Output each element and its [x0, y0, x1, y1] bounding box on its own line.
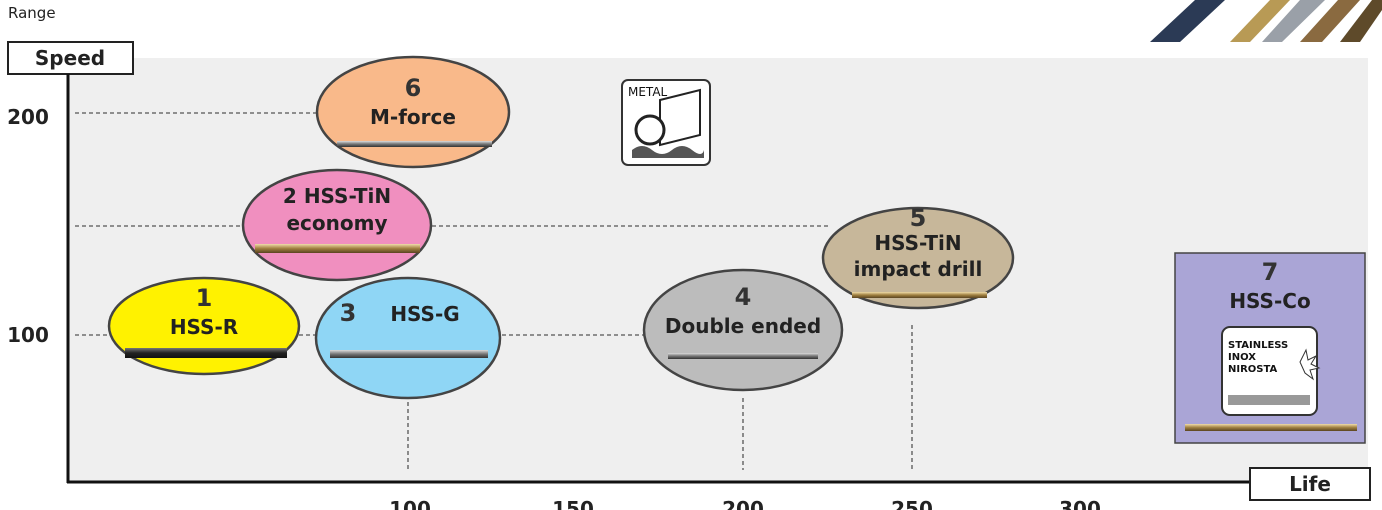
- drill-image: [852, 292, 987, 298]
- drill-image: [125, 348, 287, 358]
- y-axis-label: Speed: [35, 46, 105, 70]
- x-tick-label: 100: [389, 497, 431, 510]
- item-number: 1: [196, 284, 213, 312]
- item-label: HSS-TiN: [874, 231, 961, 255]
- item-number: 7: [1262, 258, 1279, 286]
- item-number: 6: [405, 74, 422, 102]
- range-label: Range: [8, 4, 56, 22]
- x-axis-label: Life: [1289, 472, 1331, 496]
- item-label: Double ended: [665, 314, 821, 338]
- item-number: 3: [340, 299, 357, 327]
- x-tick-label: 250: [891, 497, 933, 510]
- item-label: impact drill: [854, 257, 983, 281]
- drill-image: [1185, 424, 1357, 431]
- y-tick-label: 100: [7, 323, 49, 347]
- item-number: 5: [910, 204, 927, 232]
- item-label: economy: [286, 211, 387, 235]
- item-number: 2: [283, 184, 297, 208]
- x-tick-label: 150: [552, 497, 594, 510]
- item-label: 2 HSS-TiN: [283, 184, 391, 208]
- stainless-label: INOX: [1228, 352, 1256, 363]
- plot-area: [68, 58, 1368, 482]
- drill-image: [337, 141, 492, 147]
- drill-photos: [1150, 0, 1382, 42]
- drill-image: [668, 353, 818, 359]
- item-label: HSS-Co: [1229, 289, 1310, 313]
- drill-image: [255, 244, 420, 253]
- x-tick-label: 200: [722, 497, 764, 510]
- item-label: HSS-R: [170, 315, 238, 339]
- y-tick-label: 200: [7, 105, 49, 129]
- item-label: HSS-G: [390, 302, 459, 326]
- stainless-label: STAINLESS: [1228, 340, 1288, 351]
- metal-label: METAL: [628, 85, 668, 99]
- item-ellipse: [316, 278, 500, 398]
- item-label: M-force: [370, 105, 456, 129]
- item-label: HSS-TiN: [304, 184, 391, 208]
- item-number: 4: [735, 283, 752, 311]
- stainless-icon: STAINLESS INOX NIROSTA: [1222, 327, 1319, 415]
- diagram: Range Speed Life 200 100 100 150 200 250…: [0, 0, 1382, 510]
- x-tick-label: 300: [1059, 497, 1101, 510]
- metal-icon: METAL: [622, 80, 710, 165]
- stainless-label: NIROSTA: [1228, 364, 1278, 375]
- drill-image: [330, 350, 488, 358]
